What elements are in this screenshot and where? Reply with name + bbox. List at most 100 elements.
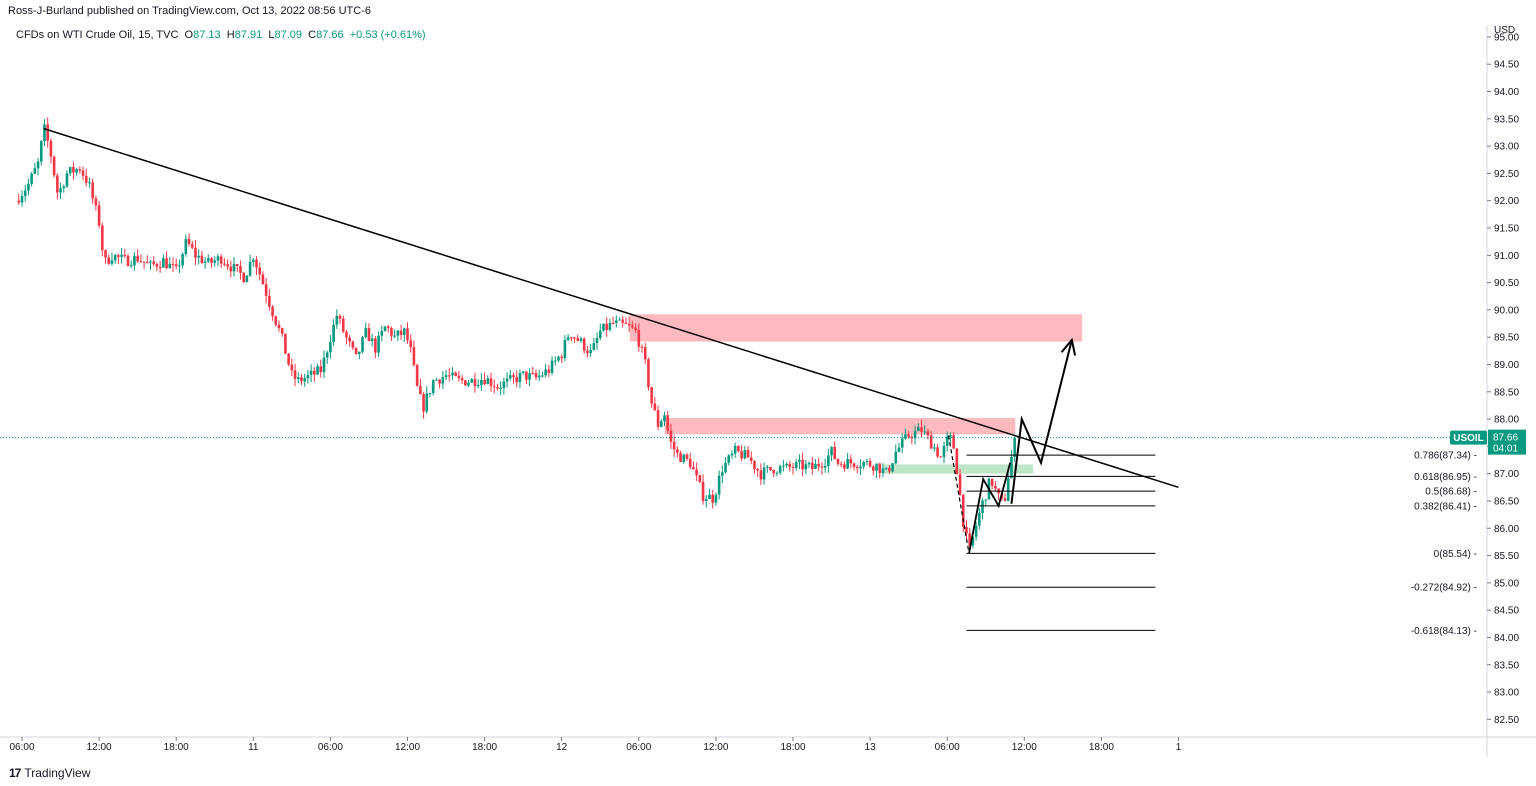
candle-up[interactable] xyxy=(396,330,400,336)
candle-down[interactable] xyxy=(239,265,242,273)
candle-down[interactable] xyxy=(235,263,239,266)
candle-up[interactable] xyxy=(891,463,894,472)
candle-up[interactable] xyxy=(213,260,217,263)
candle-up[interactable] xyxy=(325,352,329,358)
candle-up[interactable] xyxy=(476,384,480,387)
candle-up[interactable] xyxy=(785,463,788,466)
candle-down[interactable] xyxy=(643,347,647,360)
candle-down[interactable] xyxy=(101,225,104,251)
candle-down[interactable] xyxy=(746,449,750,458)
candle-up[interactable] xyxy=(431,380,435,394)
candle-up[interactable] xyxy=(380,331,384,336)
candle-down[interactable] xyxy=(952,435,955,449)
candle-down[interactable] xyxy=(454,372,457,376)
candle-down[interactable] xyxy=(210,258,213,263)
candle-down[interactable] xyxy=(749,457,753,461)
candle-down[interactable] xyxy=(258,267,262,275)
candle-down[interactable] xyxy=(791,466,795,468)
candle-down[interactable] xyxy=(560,356,563,359)
candle-up[interactable] xyxy=(20,195,24,203)
candle-down[interactable] xyxy=(136,255,139,262)
candle-up[interactable] xyxy=(505,378,509,382)
candle-up[interactable] xyxy=(518,372,522,383)
candle-down[interactable] xyxy=(91,182,94,199)
candle-up[interactable] xyxy=(364,328,368,338)
candle-up[interactable] xyxy=(897,447,901,452)
candle-down[interactable] xyxy=(994,485,997,489)
candle-down[interactable] xyxy=(672,441,676,450)
candle-down[interactable] xyxy=(293,370,297,379)
candle-up[interactable] xyxy=(865,461,869,463)
candle-down[interactable] xyxy=(354,347,358,354)
candle-down[interactable] xyxy=(390,328,393,337)
candle-down[interactable] xyxy=(17,200,21,203)
candle-down[interactable] xyxy=(81,170,85,176)
candle-up[interactable] xyxy=(704,499,708,502)
candle-down[interactable] xyxy=(843,464,846,469)
candle-down[interactable] xyxy=(820,466,824,468)
candle-up[interactable] xyxy=(916,427,920,432)
candle-up[interactable] xyxy=(509,375,512,379)
candle-up[interactable] xyxy=(521,371,525,373)
candle-down[interactable] xyxy=(280,328,284,334)
candle-down[interactable] xyxy=(46,124,49,141)
candle-down[interactable] xyxy=(473,379,477,387)
candle-up[interactable] xyxy=(708,494,711,500)
candle-up[interactable] xyxy=(393,335,396,337)
candle-up[interactable] xyxy=(942,445,946,457)
projection-path[interactable] xyxy=(1010,339,1073,504)
candle-down[interactable] xyxy=(264,284,268,296)
candle-down[interactable] xyxy=(268,295,271,307)
candle-up[interactable] xyxy=(402,328,406,335)
candle-down[interactable] xyxy=(104,250,107,258)
candle-down[interactable] xyxy=(287,353,290,365)
candle-down[interactable] xyxy=(839,463,843,465)
candle-down[interactable] xyxy=(836,458,840,464)
candle-down[interactable] xyxy=(84,175,88,183)
candle-down[interactable] xyxy=(772,469,776,474)
candle-up[interactable] xyxy=(329,341,332,353)
candle-up[interactable] xyxy=(303,378,306,382)
candle-down[interactable] xyxy=(223,263,226,265)
candle-down[interactable] xyxy=(872,466,875,471)
candle-up[interactable] xyxy=(537,375,541,378)
candle-up[interactable] xyxy=(904,434,907,439)
candle-down[interactable] xyxy=(939,456,943,458)
trendline[interactable] xyxy=(43,127,1179,489)
candle-down[interactable] xyxy=(399,330,403,335)
candle-up[interactable] xyxy=(830,446,833,456)
candle-up[interactable] xyxy=(598,330,602,339)
candle-down[interactable] xyxy=(126,255,130,266)
zigzag-path[interactable] xyxy=(968,462,1012,554)
candle-down[interactable] xyxy=(313,370,316,375)
candle-down[interactable] xyxy=(226,264,229,267)
candle-down[interactable] xyxy=(756,468,759,471)
candle-up[interactable] xyxy=(724,462,727,473)
candle-up[interactable] xyxy=(383,326,387,332)
candle-down[interactable] xyxy=(547,369,551,373)
candle-down[interactable] xyxy=(367,328,371,342)
candle-up[interactable] xyxy=(923,431,927,433)
candle-down[interactable] xyxy=(759,470,763,480)
candle-down[interactable] xyxy=(284,333,287,354)
candle-up[interactable] xyxy=(913,431,917,439)
candle-down[interactable] xyxy=(926,431,930,436)
candle-down[interactable] xyxy=(653,403,657,411)
candle-down[interactable] xyxy=(958,474,962,495)
candle-up[interactable] xyxy=(502,381,506,388)
candle-down[interactable] xyxy=(1003,498,1007,501)
ticker-badge[interactable] xyxy=(1450,430,1487,445)
candle-down[interactable] xyxy=(990,478,994,486)
candle-down[interactable] xyxy=(123,254,127,256)
candle-down[interactable] xyxy=(107,257,111,264)
candle-down[interactable] xyxy=(852,463,856,468)
candle-down[interactable] xyxy=(525,371,528,380)
candle-up[interactable] xyxy=(361,337,364,352)
candle-down[interactable] xyxy=(374,338,377,353)
candle-up[interactable] xyxy=(721,472,724,476)
candle-up[interactable] xyxy=(322,357,326,373)
candle-down[interactable] xyxy=(676,449,679,453)
candle-up[interactable] xyxy=(984,499,988,501)
candle-down[interactable] xyxy=(438,379,441,384)
candle-down[interactable] xyxy=(412,346,416,366)
